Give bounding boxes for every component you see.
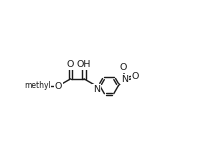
Text: O: O	[54, 82, 62, 91]
Text: O: O	[67, 60, 74, 69]
Text: O: O	[40, 81, 47, 90]
Text: N: N	[121, 75, 128, 84]
Text: O: O	[131, 72, 139, 81]
Text: OH: OH	[77, 60, 91, 69]
Text: methyl: methyl	[24, 81, 51, 90]
Text: N: N	[93, 84, 100, 93]
Text: O: O	[119, 63, 127, 72]
